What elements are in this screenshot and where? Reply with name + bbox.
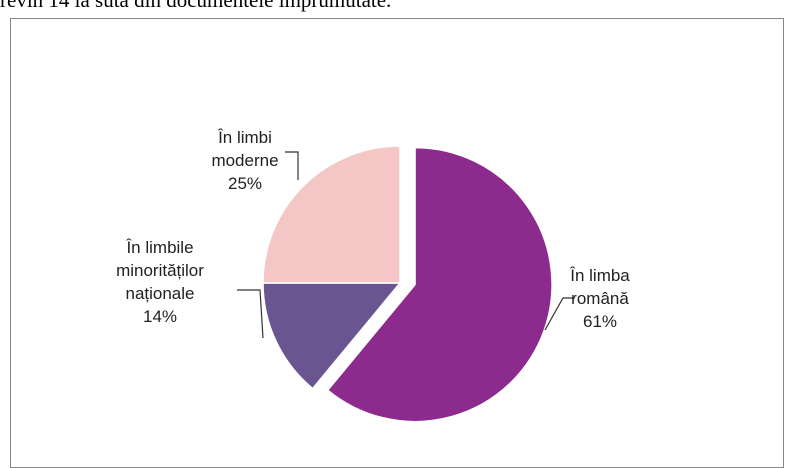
leader-line: [285, 151, 299, 180]
value-label: 14%: [142, 307, 178, 326]
category-label: În limbi moderne: [211, 128, 279, 170]
leader-line: [237, 289, 264, 339]
category-label: În limba română: [570, 266, 630, 308]
value-label: 25%: [227, 174, 263, 193]
pie-slice: [262, 282, 402, 390]
slice-label: În limbi moderne 25%: [205, 126, 285, 195]
chart: [237, 145, 575, 423]
slices: [262, 145, 553, 423]
slice-label: În limbile minorităților naționale 14%: [100, 236, 220, 328]
pie-slice: [326, 146, 553, 423]
text-above: revin 14 la sută din documentele împrumu…: [0, 0, 392, 12]
pie-slice: [262, 145, 401, 284]
slice-label: În limba română 61%: [555, 264, 645, 333]
leader-line: [544, 297, 575, 331]
value-label: 61%: [582, 312, 618, 331]
category-label: În limbile minorităților naționale: [116, 238, 204, 303]
